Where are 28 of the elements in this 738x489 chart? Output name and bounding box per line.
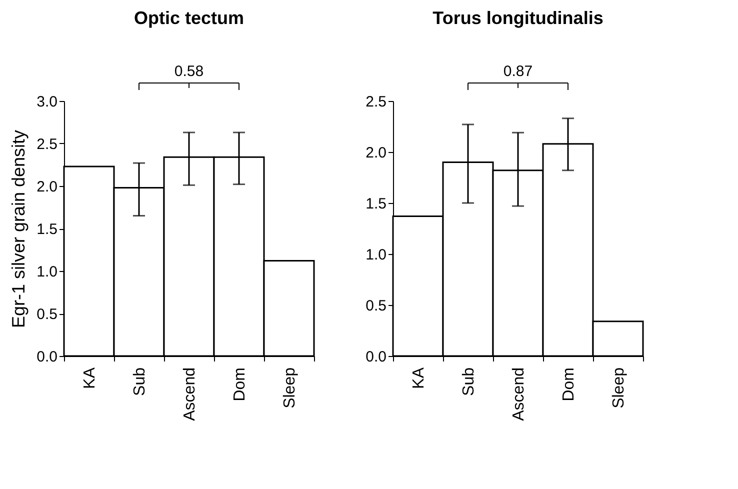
x-tick-label: KA — [410, 367, 428, 389]
x-tick-label: Dom — [232, 368, 248, 402]
x-tick-label: Dom — [560, 368, 578, 402]
y-tick-label: 1.5 — [366, 196, 386, 212]
y-tick-label: 2.0 — [36, 178, 58, 196]
x-tick-label: Ascend — [182, 368, 198, 421]
y-tick-label: 2.5 — [36, 136, 58, 153]
y-tick-label: 0.5 — [36, 306, 58, 323]
text: 0.87 — [503, 63, 533, 80]
x-tick-label: Sub — [132, 367, 148, 396]
y-tick-label: 2.0 — [366, 144, 386, 162]
y-tick-label: 3.0 — [36, 94, 58, 110]
text: 0.58 — [174, 63, 204, 80]
y-tick-label: 1.0 — [36, 264, 58, 280]
y-tick-label: 0.5 — [366, 298, 386, 314]
chart-title: Optic tectum — [134, 8, 244, 28]
y-tick-label: 0.0 — [36, 348, 58, 366]
y-tick-label: 2.5 — [366, 94, 386, 110]
y-tick-label: 0.0 — [366, 348, 386, 366]
y-axis-title: Egr-1 silver grain density — [8, 130, 29, 328]
x-tick-label: Sleep — [282, 367, 298, 408]
x-tick-label: Sleep — [610, 367, 628, 408]
y-tick-label: 1.0 — [366, 246, 386, 264]
y-tick-label: 1.5 — [36, 221, 58, 238]
chart-title: Torus longitudinalis — [432, 8, 604, 28]
x-tick-label: Ascend — [510, 368, 528, 421]
x-tick-label: KA — [82, 367, 98, 389]
x-tick-label: Sub — [460, 367, 478, 396]
